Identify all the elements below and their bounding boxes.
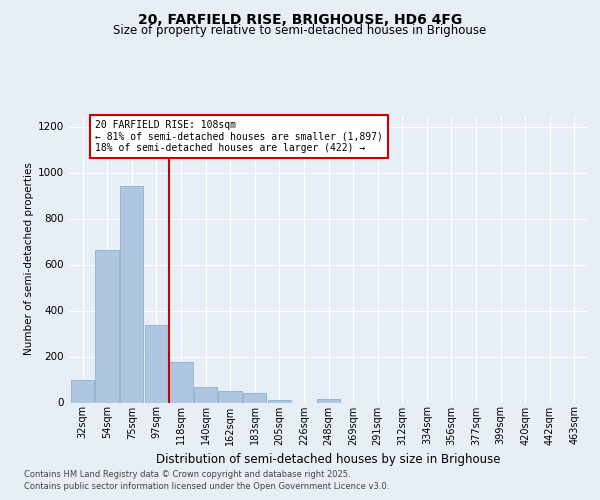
Text: Contains public sector information licensed under the Open Government Licence v3: Contains public sector information licen… [24, 482, 389, 491]
Bar [169, 362, 193, 403]
Bar [95, 250, 119, 402]
Bar [194, 387, 217, 402]
Y-axis label: Number of semi-detached properties: Number of semi-detached properties [24, 162, 34, 355]
Text: Size of property relative to semi-detached houses in Brighouse: Size of property relative to semi-detach… [113, 24, 487, 37]
Text: 20 FARFIELD RISE: 108sqm
← 81% of semi-detached houses are smaller (1,897)
18% o: 20 FARFIELD RISE: 108sqm ← 81% of semi-d… [95, 120, 383, 153]
Bar [71, 380, 94, 402]
Bar [243, 394, 266, 402]
Bar [145, 325, 168, 402]
Bar [317, 400, 340, 402]
Text: 20, FARFIELD RISE, BRIGHOUSE, HD6 4FG: 20, FARFIELD RISE, BRIGHOUSE, HD6 4FG [138, 12, 462, 26]
X-axis label: Distribution of semi-detached houses by size in Brighouse: Distribution of semi-detached houses by … [156, 453, 501, 466]
Text: Contains HM Land Registry data © Crown copyright and database right 2025.: Contains HM Land Registry data © Crown c… [24, 470, 350, 479]
Bar [268, 400, 291, 402]
Bar [120, 186, 143, 402]
Bar [218, 390, 242, 402]
